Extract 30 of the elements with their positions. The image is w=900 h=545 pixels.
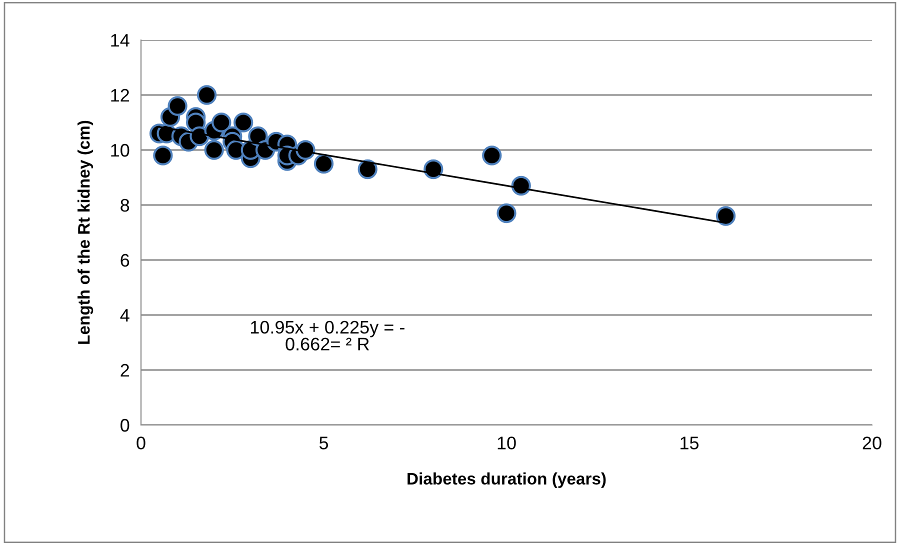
point: [482, 146, 502, 166]
x-tick-label: 5: [319, 436, 328, 450]
annotation: 10.95x + 0.225y = - 0.662= ² R: [250, 320, 404, 350]
y-tick-label: 0: [120, 418, 130, 432]
point: [168, 96, 188, 116]
point: [358, 159, 378, 180]
point: [511, 176, 531, 196]
x-tick-label: 20: [862, 436, 882, 450]
point: [496, 203, 516, 224]
point: [716, 206, 736, 226]
point: [204, 140, 224, 160]
point: [234, 112, 254, 132]
y-tick-label: 12: [111, 88, 129, 102]
x-tick-label: 15: [680, 436, 699, 450]
y-tick-label: 8: [120, 198, 130, 212]
x-tick-label: 10: [498, 436, 516, 450]
y-tick-label: 2: [120, 364, 129, 377]
y-tick-label: 14: [111, 34, 130, 47]
y-tick-label: 10: [111, 144, 130, 157]
y-tick-label: 6: [120, 254, 130, 267]
point: [196, 85, 217, 105]
point: [296, 140, 316, 160]
point: [314, 154, 334, 174]
x-tick-label: 0: [136, 436, 146, 450]
y-axis-title: Length of the Rt kidney (cm): [78, 120, 94, 344]
y-tick-label: 4: [120, 309, 130, 322]
point: [212, 112, 232, 132]
x-axis-title: Diabetes duration (years): [408, 472, 606, 488]
point: [424, 159, 444, 180]
point: [153, 146, 173, 166]
